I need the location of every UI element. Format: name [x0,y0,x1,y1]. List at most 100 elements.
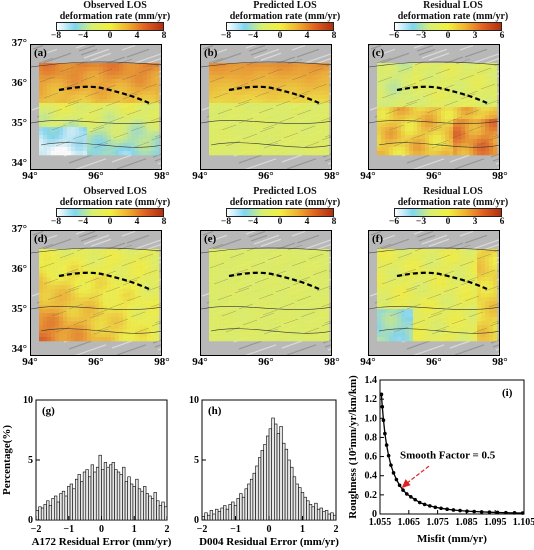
x-tick-label: 1 [300,524,305,535]
colorbar-tick-label: −4 [247,31,259,41]
hist-bar [103,462,108,521]
y-tick-label: 0.6 [365,452,378,463]
lon-label: 94° [22,170,38,182]
lon-label: 94° [192,356,208,368]
hist-bar [236,498,240,521]
hist-bar [135,478,139,521]
hist-bar [311,506,315,521]
panel-letter-b: (b) [204,47,218,59]
map-frame-f: (f) [368,230,500,356]
hist-bar [241,496,246,521]
lon-label: 96° [258,356,274,368]
hist-bar [85,469,89,521]
panel-letter-a: (a) [34,47,47,59]
map-panel-b: Predicted LOS deformation rate (mm/yr) −8−… [200,0,370,180]
colorbar-title-a: Observed LOS deformation rate (mm/yr) [30,0,200,22]
hist-bar [140,490,144,521]
lcurve-point [417,500,422,505]
colorbar-title-e: Predicted LOS deformation rate (mm/yr) [200,186,370,208]
hist-bar [327,513,331,521]
lon-label: 98° [492,356,508,368]
map-canvas-a [31,45,161,169]
panel-letter-e: (e) [204,233,217,245]
hist-bar [314,502,318,521]
y-tick-label: 1.4 [365,375,378,386]
x-axis-label: A172 Residual Error (mm/yr) [32,536,172,548]
annotation-arrowhead [401,479,411,489]
hist-bar [322,511,326,521]
lcurve-point [451,508,456,512]
y-tick-label: 5 [28,455,33,466]
colorbar-c [394,22,502,31]
lat-label: 35° [11,303,27,315]
hist-bar [274,423,278,521]
colorbar-ticks-f: −6 −3 0 3 6 [389,217,504,229]
panel-letter-f: (f) [372,233,383,245]
hist-bar [260,450,264,521]
hist-bar [156,500,160,521]
hist-bar [90,464,94,521]
hist-bar [88,476,92,521]
map-frame-e: (e) [200,230,332,356]
lcurve-point [472,509,476,514]
hist-bar [38,506,42,521]
lcurve-point [397,483,402,488]
hist-bar [319,507,323,521]
colorbar-title-line2: deformation rate (mm/yr) [229,11,341,22]
x-tick-label: 1.085 [455,517,478,528]
colorbar-tick-label: −4 [77,217,89,227]
colorbar-title-d: Observed LOS deformation rate (mm/yr) [30,186,200,208]
lon-label: 96° [88,356,104,368]
lcurve-point [380,405,385,409]
histogram-g: −2 −1 0 1 2 0 5 10 A172 Residual Error (mm/yr) Pe… [1,395,172,548]
colorbar-tick-label: −6 [388,31,400,41]
colorbar-tick-label: 3 [472,217,478,227]
colorbar-title-line1: Predicted LOS [253,186,317,197]
x-tick-label: −1 [230,524,241,535]
lcurve-point [439,506,443,511]
y-axis-label: Percentage(%) [1,425,13,495]
lon-label: 98° [492,170,508,182]
colorbar-tick-label: 0 [107,31,113,41]
colorbar-e [226,208,334,217]
map-panel-c: Residual LOS deformation rate (mm/yr) −6 −3… [368,0,534,180]
hist-bar [204,512,208,521]
lcurve-point [504,510,508,515]
colorbar-ticks-c: −6 −3 0 3 6 [389,31,505,43]
hist-bar [40,507,45,521]
lon-label: 98° [154,170,170,182]
colorbar-tick-label: −8 [220,217,232,227]
y-tick-label: 5 [194,455,199,466]
hist-bar [46,500,50,521]
x-tick-label: 2 [165,524,170,535]
x-tick-label: 1.095 [484,517,507,528]
map-frame-a: (a) [30,44,162,170]
colorbar-title-line1: Predicted LOS [253,0,317,11]
colorbar-title-line2: deformation rate (mm/yr) [59,11,171,22]
colorbar-title-line2: deformation rate (mm/yr) [397,11,509,22]
lon-label: 96° [426,356,442,368]
colorbar-tick-label: −3 [415,217,427,227]
hist-bar [54,495,58,521]
x-axis-label: Misfit (mm/yr) [417,533,487,545]
colorbar-tick-label: 6 [499,31,505,41]
hist-bar [119,474,123,521]
hist-bar [228,504,232,521]
lcurve-point [386,453,391,458]
hist-bar [132,486,136,521]
lcurve-point [413,497,417,502]
hist-bar [220,507,224,521]
lon-label: 96° [88,170,104,182]
lat-label: 36° [11,263,27,275]
colorbar-title-c: Residual LOS deformation rate (mm/yr) [368,0,534,22]
colorbar-title-line1: Observed LOS [83,0,147,11]
hist-bar [300,492,305,521]
hist-bar [308,504,313,521]
hist-bar [64,495,68,521]
colorbar-tick-label: 4 [134,217,140,227]
colorbar-tick-label: 8 [161,217,167,227]
colorbar-tick-label: 8 [331,217,337,227]
hist-bar [145,493,149,521]
x-tick-label: 1 [132,524,137,535]
hist-bar [95,466,100,521]
